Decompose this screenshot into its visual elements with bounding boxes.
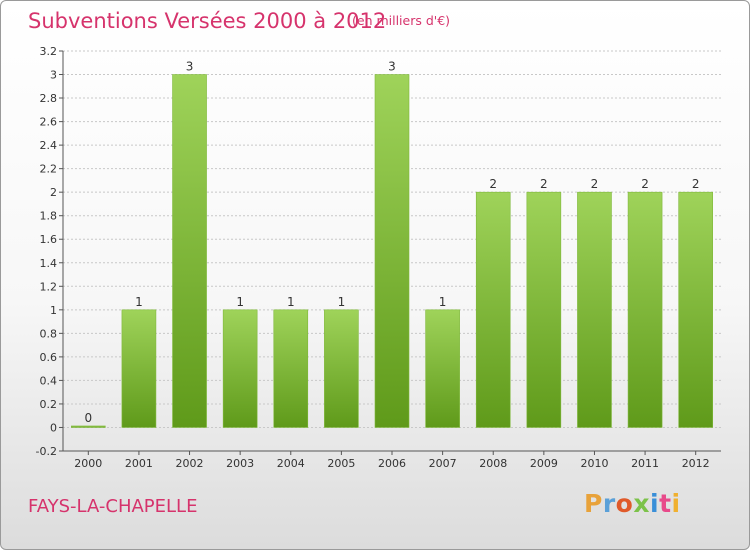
x-tick-label: 2001 <box>125 457 153 470</box>
x-tick-label: 2000 <box>74 457 102 470</box>
chart-title: Subventions Versées 2000 à 2012 <box>28 9 387 33</box>
bar <box>627 191 663 428</box>
data-label: 1 <box>338 295 346 309</box>
y-tick-label: 3 <box>50 69 57 82</box>
x-tick-label: 2008 <box>479 457 507 470</box>
data-label: 0 <box>84 411 92 425</box>
bar <box>425 309 460 428</box>
y-tick-label: 2.2 <box>40 163 58 176</box>
x-tick-label: 2010 <box>580 457 608 470</box>
data-label: 2 <box>692 177 700 191</box>
data-label: 2 <box>591 177 599 191</box>
y-tick-label: 3.2 <box>40 45 58 58</box>
x-tick-label: 2007 <box>429 457 457 470</box>
commune-name: FAYS-LA-CHAPELLE <box>28 496 198 517</box>
data-label: 3 <box>388 60 396 74</box>
bar <box>374 74 410 428</box>
logo-letter: t <box>659 489 672 518</box>
y-tick-label: 0.4 <box>40 374 58 387</box>
data-label: 1 <box>287 295 295 309</box>
data-label: 1 <box>236 295 244 309</box>
x-tick-label: 2005 <box>327 457 355 470</box>
x-tick-label: 2011 <box>631 457 659 470</box>
chart-subtitle: (en milliers d'€) <box>352 13 451 28</box>
bar <box>273 309 309 428</box>
x-tick-label: 2006 <box>378 457 406 470</box>
y-tick-label: 0.8 <box>40 327 58 340</box>
bar <box>71 425 106 428</box>
bar <box>324 309 359 428</box>
x-tick-label: 2009 <box>530 457 558 470</box>
logo-letter: o <box>615 489 634 518</box>
proxiti-logo: Proxiti <box>584 489 681 518</box>
y-tick-label: 2 <box>50 186 57 199</box>
bar <box>678 191 713 428</box>
y-tick-label: 2.6 <box>40 116 58 129</box>
bar <box>121 309 157 428</box>
bar <box>526 191 562 428</box>
data-label: 2 <box>540 177 548 191</box>
data-label: 2 <box>641 177 649 191</box>
y-tick-label: 1.2 <box>40 280 58 293</box>
logo-letter: r <box>602 489 616 518</box>
y-tick-label: 2.8 <box>40 92 58 105</box>
bar <box>577 191 612 428</box>
y-tick-label: 0.6 <box>40 351 58 364</box>
logo-letter: i <box>671 489 681 518</box>
y-tick-label: -0.2 <box>36 445 57 458</box>
data-label: 1 <box>135 295 143 309</box>
data-label: 1 <box>439 295 447 309</box>
logo-letter: x <box>633 489 650 518</box>
y-tick-label: 1 <box>50 304 57 317</box>
logo-letter: i <box>650 489 660 518</box>
bar <box>475 191 511 428</box>
x-tick-label: 2003 <box>226 457 254 470</box>
y-tick-label: 0 <box>50 421 57 434</box>
y-tick-label: 0.2 <box>40 398 58 411</box>
y-tick-label: 1.4 <box>40 257 58 270</box>
x-tick-label: 2002 <box>176 457 204 470</box>
data-label: 3 <box>186 60 194 74</box>
data-label: 2 <box>489 177 497 191</box>
x-tick-label: 2012 <box>682 457 710 470</box>
y-tick-label: 2.4 <box>40 139 58 152</box>
y-tick-label: 1.8 <box>40 210 58 223</box>
bar <box>222 309 258 428</box>
y-tick-label: 1.6 <box>40 233 58 246</box>
logo-letter: P <box>584 489 603 518</box>
x-tick-label: 2004 <box>277 457 305 470</box>
bar <box>172 74 207 428</box>
